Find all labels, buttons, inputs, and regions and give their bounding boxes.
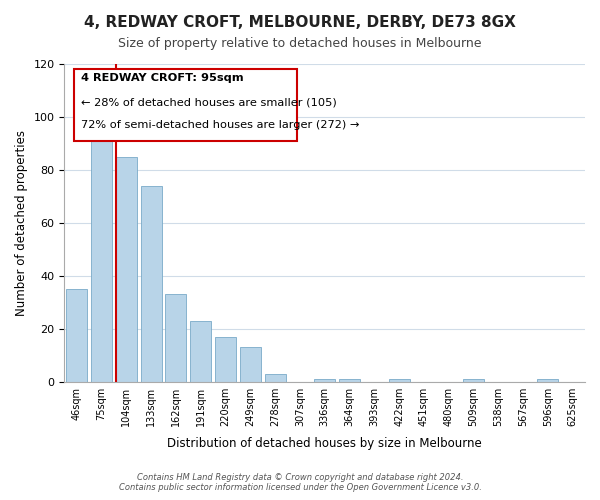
- Bar: [389, 379, 410, 382]
- Bar: [240, 347, 261, 382]
- Bar: [116, 156, 137, 382]
- X-axis label: Distribution of detached houses by size in Melbourne: Distribution of detached houses by size …: [167, 437, 482, 450]
- Text: 4 REDWAY CROFT: 95sqm: 4 REDWAY CROFT: 95sqm: [80, 74, 243, 84]
- Bar: [339, 379, 360, 382]
- Text: Size of property relative to detached houses in Melbourne: Size of property relative to detached ho…: [118, 38, 482, 51]
- Bar: [190, 321, 211, 382]
- Bar: [314, 379, 335, 382]
- Text: 72% of semi-detached houses are larger (272) →: 72% of semi-detached houses are larger (…: [80, 120, 359, 130]
- Bar: [463, 379, 484, 382]
- Bar: [215, 336, 236, 382]
- Bar: [166, 294, 187, 382]
- Y-axis label: Number of detached properties: Number of detached properties: [15, 130, 28, 316]
- Bar: [537, 379, 559, 382]
- Bar: [91, 141, 112, 382]
- Bar: [66, 289, 88, 382]
- Text: ← 28% of detached houses are smaller (105): ← 28% of detached houses are smaller (10…: [80, 97, 336, 107]
- Bar: [140, 186, 162, 382]
- FancyBboxPatch shape: [74, 70, 298, 141]
- Text: 4, REDWAY CROFT, MELBOURNE, DERBY, DE73 8GX: 4, REDWAY CROFT, MELBOURNE, DERBY, DE73 …: [84, 15, 516, 30]
- Bar: [265, 374, 286, 382]
- Text: Contains HM Land Registry data © Crown copyright and database right 2024.
Contai: Contains HM Land Registry data © Crown c…: [119, 473, 481, 492]
